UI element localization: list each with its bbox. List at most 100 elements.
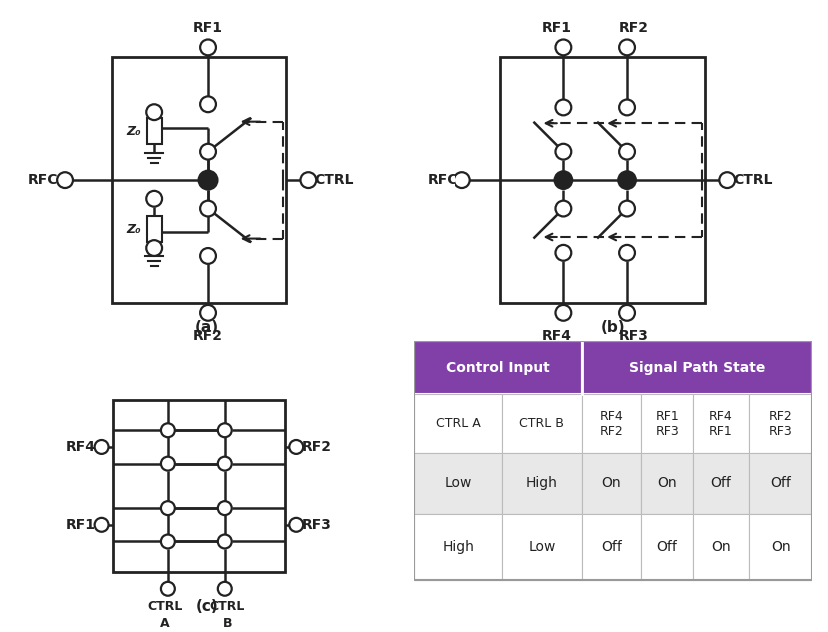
Bar — [113, 399, 285, 572]
Circle shape — [218, 582, 232, 596]
Bar — [414, 341, 581, 394]
Text: (b): (b) — [600, 320, 625, 335]
Text: (c): (c) — [195, 599, 219, 614]
Text: RFC: RFC — [427, 173, 458, 187]
Text: High: High — [525, 477, 557, 490]
Text: RF2: RF2 — [301, 440, 331, 454]
Text: B: B — [223, 617, 232, 629]
Circle shape — [555, 305, 570, 321]
Circle shape — [719, 173, 734, 188]
Circle shape — [94, 518, 108, 532]
Circle shape — [146, 191, 161, 207]
Circle shape — [619, 100, 634, 116]
Text: Off: Off — [710, 477, 730, 490]
Circle shape — [146, 104, 161, 120]
Bar — [502, 514, 581, 580]
Circle shape — [200, 96, 215, 112]
Circle shape — [619, 245, 634, 261]
Bar — [748, 453, 811, 514]
Text: On: On — [770, 540, 789, 554]
Text: On: On — [601, 477, 620, 490]
Bar — [113, 57, 286, 303]
Circle shape — [161, 582, 175, 596]
Circle shape — [200, 248, 215, 264]
Bar — [147, 216, 161, 242]
Circle shape — [619, 305, 634, 321]
Text: RF2: RF2 — [193, 329, 223, 343]
Text: Off: Off — [656, 540, 676, 554]
Text: (a): (a) — [195, 320, 219, 335]
Circle shape — [161, 423, 175, 437]
Text: RFC: RFC — [28, 173, 59, 187]
Text: Control Input: Control Input — [445, 361, 549, 375]
Text: CTRL B: CTRL B — [519, 417, 564, 430]
Text: RF2: RF2 — [618, 21, 647, 35]
Bar — [414, 394, 502, 453]
Text: RF2
RF3: RF2 RF3 — [768, 410, 792, 437]
Text: RF4
RF1: RF4 RF1 — [708, 410, 732, 437]
Text: RF1: RF1 — [193, 21, 223, 35]
Circle shape — [161, 501, 175, 515]
Text: RF4: RF4 — [66, 440, 96, 454]
Bar — [748, 514, 811, 580]
Bar — [692, 514, 748, 580]
Text: CTRL: CTRL — [733, 173, 772, 187]
Text: Off: Off — [600, 540, 621, 554]
Circle shape — [94, 440, 108, 454]
Circle shape — [218, 535, 232, 549]
Text: On: On — [657, 477, 676, 490]
Text: High: High — [442, 540, 474, 554]
Text: RF4: RF4 — [542, 329, 571, 343]
Text: RF3: RF3 — [618, 329, 647, 343]
Bar — [414, 453, 502, 514]
Circle shape — [554, 171, 571, 189]
Bar — [581, 514, 641, 580]
Text: CTRL: CTRL — [315, 173, 354, 187]
Bar — [502, 394, 581, 453]
Circle shape — [555, 40, 570, 56]
Circle shape — [200, 305, 215, 321]
Text: On: On — [710, 540, 729, 554]
Text: Off: Off — [769, 477, 790, 490]
Circle shape — [161, 535, 175, 549]
Circle shape — [161, 457, 175, 471]
Circle shape — [218, 501, 232, 515]
Circle shape — [619, 201, 634, 216]
Text: RF1
RF3: RF1 RF3 — [654, 410, 678, 437]
Circle shape — [555, 245, 570, 261]
Text: RF1: RF1 — [542, 21, 571, 35]
Circle shape — [200, 40, 215, 56]
Bar — [502, 453, 581, 514]
Bar — [581, 394, 641, 453]
Circle shape — [200, 201, 215, 216]
Bar — [748, 394, 811, 453]
Bar — [692, 394, 748, 453]
Bar — [641, 394, 692, 453]
Circle shape — [618, 171, 635, 189]
Text: CTRL: CTRL — [209, 600, 245, 613]
Bar — [641, 514, 692, 580]
Text: Low: Low — [444, 477, 471, 490]
Circle shape — [555, 144, 570, 159]
Text: CTRL A: CTRL A — [436, 417, 480, 430]
Text: Z₀: Z₀ — [126, 125, 141, 138]
Circle shape — [300, 173, 316, 188]
Bar — [641, 453, 692, 514]
Circle shape — [454, 173, 469, 188]
Text: CTRL: CTRL — [147, 600, 182, 613]
Circle shape — [619, 40, 634, 56]
Bar — [147, 118, 161, 144]
Bar — [581, 341, 811, 394]
Circle shape — [57, 173, 73, 188]
Bar — [692, 453, 748, 514]
Circle shape — [555, 201, 570, 216]
Text: Z₀: Z₀ — [126, 222, 141, 236]
Text: RF1: RF1 — [66, 518, 96, 532]
Circle shape — [619, 144, 634, 159]
Bar — [581, 453, 641, 514]
Circle shape — [200, 144, 215, 160]
Circle shape — [289, 440, 303, 454]
Circle shape — [146, 240, 161, 256]
Circle shape — [199, 171, 217, 190]
Bar — [499, 57, 705, 303]
